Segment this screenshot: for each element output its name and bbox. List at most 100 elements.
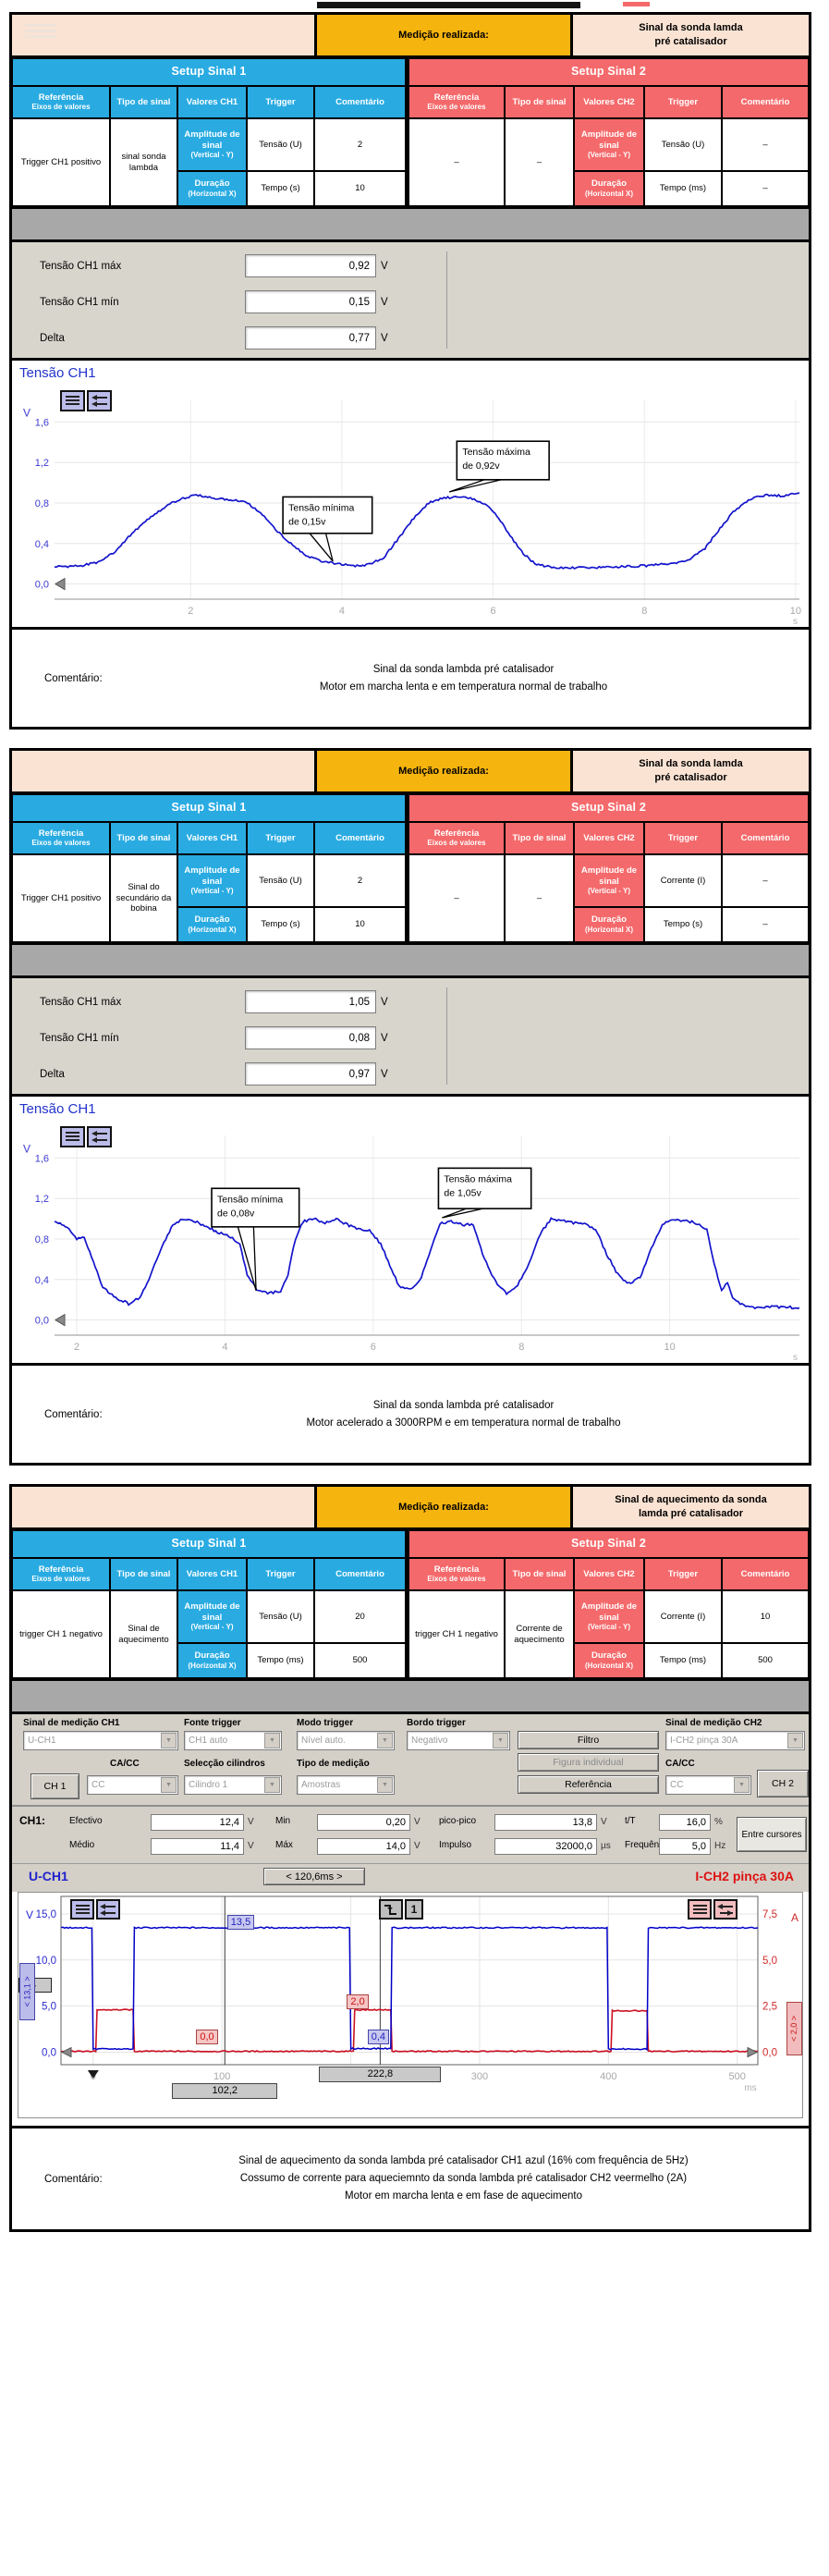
comment-section: Comentário: Sinal da sonda lambda pré ca…	[12, 627, 809, 727]
ch2-pan-arrows-icon[interactable]	[713, 1899, 738, 1920]
svg-text:s: s	[793, 1353, 798, 1363]
tipo-medicao-label: Tipo de medição	[297, 1759, 370, 1769]
field-label: Frequência	[625, 1840, 672, 1850]
trigger-falling-edge-icon[interactable]	[379, 1899, 403, 1920]
y-axis-lines-icon[interactable]	[60, 1126, 85, 1147]
tipo-cell: Corrente (I)	[644, 1590, 722, 1643]
filtro-button[interactable]: Filtro	[518, 1731, 659, 1749]
svg-text:0,8: 0,8	[35, 1234, 49, 1245]
separator-bar	[12, 209, 809, 242]
cursor-value-tag: 0,0	[196, 2030, 218, 2044]
row-duracao: Duração (Horizontal X)	[177, 171, 247, 206]
pan-left-arrows-icon[interactable]	[87, 1126, 112, 1147]
meas-value-input[interactable]: 0,92	[245, 254, 376, 277]
meas-value-input[interactable]: 0,77	[245, 326, 376, 350]
fonte-trigger-select[interactable]: CH1 auto ▼	[184, 1731, 282, 1750]
setup-tables: Setup Sinal 1 Referência Eixos de valores…	[12, 1530, 809, 1681]
svg-text:2: 2	[188, 606, 193, 617]
col-header-tipo: Tipo de sinal	[110, 1558, 177, 1590]
header-left-box	[12, 751, 314, 791]
ch2-signal-select[interactable]: I-CH2 pinça 30A ▼	[665, 1731, 805, 1750]
meas-value-input[interactable]: 1,05	[245, 990, 376, 1013]
comment-label: Comentário:	[44, 2173, 103, 2185]
chevron-down-icon: ▼	[734, 1777, 750, 1793]
row-duracao: Duração (Horizontal X)	[574, 907, 644, 942]
svg-text:0,0: 0,0	[42, 2048, 56, 2059]
referencia-button[interactable]: Referência	[518, 1775, 659, 1794]
valor-cell: 500	[722, 1643, 809, 1678]
meas-label: Tensão CH1 mín	[40, 1032, 119, 1044]
svg-text:4: 4	[222, 1342, 227, 1353]
entre-cursores-button[interactable]: Entre cursores	[737, 1817, 807, 1852]
setup-sinal-2-table: Setup Sinal 2 Referência Eixos de valores…	[406, 58, 809, 206]
col-header-comentario: Comentário	[722, 86, 809, 118]
col-header-valores: Valores CH1	[177, 1558, 247, 1590]
svg-text:de 0,08v: de 0,08v	[217, 1208, 255, 1219]
svg-text:0,8: 0,8	[35, 498, 49, 509]
panel-header: Medição realizada: Sinal da sonda lamda …	[12, 751, 809, 794]
chevron-down-icon: ▼	[264, 1777, 280, 1793]
svg-text:8: 8	[641, 606, 647, 617]
meas-unit: V	[381, 996, 388, 1008]
field-value: 13,8	[494, 1814, 597, 1831]
trigger-cell: –	[408, 854, 505, 942]
valor-cell: 20	[314, 1590, 406, 1643]
modo-trigger-select[interactable]: Nível auto. ▼	[297, 1731, 395, 1750]
col-header-valores: Valores CH2	[574, 86, 644, 118]
ch2-button[interactable]: CH 2	[757, 1770, 809, 1797]
cursor-value-tag: 2,0	[347, 1994, 369, 2009]
tipo-cell: Tempo (ms)	[644, 171, 722, 206]
ch2-cacc-select[interactable]: CC ▼	[665, 1775, 751, 1795]
meas-value-input[interactable]: 0,08	[245, 1026, 376, 1049]
figura-individual-button[interactable]: Figura individual	[518, 1753, 659, 1772]
tipo-cell: Tempo (s)	[644, 907, 722, 942]
chevron-down-icon: ▼	[161, 1777, 177, 1793]
logo-placeholder	[25, 24, 56, 41]
setup-sinal-1-table: Setup Sinal 1 Referência Eixos de valores…	[12, 1530, 406, 1678]
tipo-cell: Tensão (U)	[247, 1590, 314, 1643]
tipo-cell: Corrente (I)	[644, 854, 722, 907]
tipo-cell: Tensão (U)	[247, 854, 314, 907]
pan-left-arrows-icon[interactable]	[87, 390, 112, 411]
row-duracao: Duração (Horizontal X)	[574, 1643, 644, 1678]
comment-text: Sinal da sonda lambda pré catalisador Mo…	[319, 663, 608, 693]
meas-unit: V	[381, 296, 388, 308]
bordo-trigger-select[interactable]: Negativo ▼	[407, 1731, 510, 1750]
ch1-pan-arrows-icon[interactable]	[96, 1899, 120, 1920]
col-header-tipo: Tipo de sinal	[110, 822, 177, 854]
meas-value-input[interactable]: 0,15	[245, 290, 376, 313]
ch2-range-marker[interactable]: < 2,0 >	[786, 2002, 802, 2055]
ch1-range-marker[interactable]: < 13,1 >	[19, 1963, 35, 2020]
y-axis-lines-icon[interactable]	[60, 390, 85, 411]
tipo-cell: Tempo (ms)	[247, 1643, 314, 1678]
svg-text:0,0: 0,0	[762, 2048, 777, 2059]
modo-trigger-label: Modo trigger	[297, 1718, 354, 1728]
ch1-button[interactable]: CH 1	[30, 1773, 79, 1799]
ch1-cacc-select[interactable]: CC ▼	[87, 1775, 178, 1795]
timebase-button[interactable]: < 120,6ms >	[263, 1868, 365, 1885]
ch1-signal-select[interactable]: U-CH1 ▼	[23, 1731, 178, 1750]
seleccao-cilindros-select[interactable]: Cilindro 1 ▼	[184, 1775, 282, 1795]
svg-text:15,0: 15,0	[36, 1909, 56, 1920]
chevron-down-icon: ▼	[493, 1733, 508, 1748]
measurement-title: Sinal de aquecimento da sonda lamda pré …	[573, 1487, 809, 1527]
svg-text:10: 10	[664, 1342, 676, 1353]
cursor-time-box[interactable]: 222,8	[319, 2067, 442, 2082]
svg-text:Tensão mínima: Tensão mínima	[217, 1194, 283, 1205]
cursor-time-box[interactable]: 102,2	[172, 2083, 278, 2099]
valor-cell: –	[722, 907, 809, 942]
col-header-trigger: Trigger	[644, 86, 722, 118]
chevron-down-icon: ▼	[264, 1733, 280, 1748]
scan-artifact	[317, 2, 580, 8]
chevron-down-icon: ▼	[377, 1777, 393, 1793]
field-label: Impulso	[439, 1840, 472, 1850]
scope-chart-header: U-CH1 < 120,6ms > I-CH2 pinça 30A	[12, 1864, 809, 1892]
ch1-axis-lines-icon[interactable]	[70, 1899, 94, 1920]
tipo-medicao-select[interactable]: Amostras ▼	[297, 1775, 395, 1795]
ch2-axis-lines-icon[interactable]	[688, 1899, 712, 1920]
meas-value-input[interactable]: 0,97	[245, 1062, 376, 1086]
meas-label: Tensão CH1 máx	[40, 260, 122, 272]
trigger-channel-number[interactable]: 1	[405, 1899, 423, 1920]
